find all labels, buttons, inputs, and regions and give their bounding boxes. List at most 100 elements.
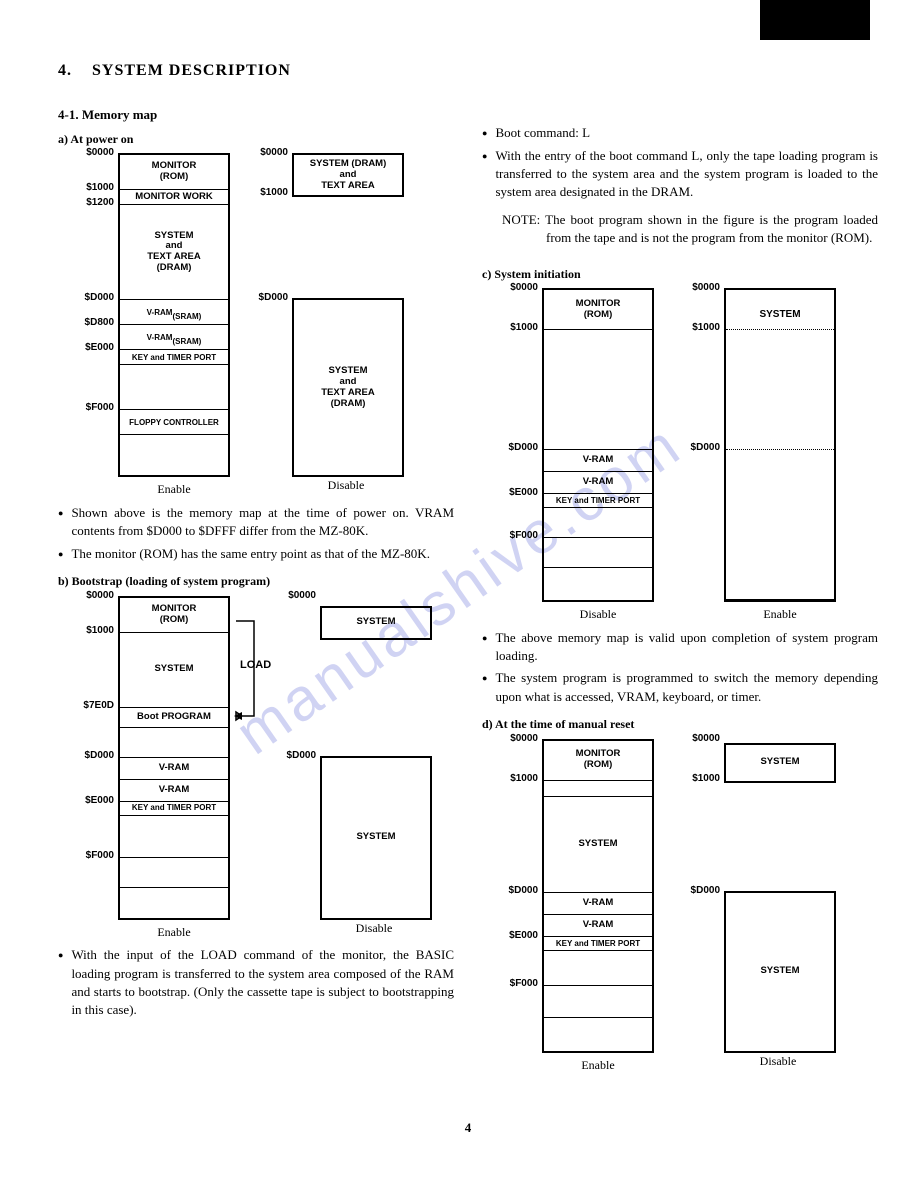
addr: $1000 (510, 772, 538, 786)
mem-block: SYSTEM (544, 797, 652, 893)
addr: $1000 (692, 321, 720, 335)
mem-block (120, 365, 228, 410)
bullet-text: The above memory map is valid upon compl… (495, 629, 878, 665)
addr: $0000 (260, 146, 288, 160)
addr: $D000 (259, 291, 288, 305)
addr: $0000 (692, 281, 720, 295)
mem-block: MONITOR(ROM) (544, 290, 652, 330)
addr: $E000 (85, 794, 114, 808)
left-column: 4-1. Memory map a) At power on $0000 $10… (58, 100, 454, 1079)
page-number: 4 (58, 1119, 878, 1137)
mem-block: V-RAM (544, 450, 652, 472)
bullet-text: Shown above is the memory map at the tim… (71, 504, 454, 540)
mem-block: SYSTEM (322, 758, 430, 918)
bullets-top-right: Boot command: L With the entry of the bo… (482, 124, 878, 201)
mem-block: SYSTEM (120, 633, 228, 708)
mem-block: KEY and TIMER PORT (544, 494, 652, 508)
addr: $1000 (86, 181, 114, 195)
addr: $1000 (510, 321, 538, 335)
addr: $E000 (85, 341, 114, 355)
addr: $D800 (85, 316, 114, 330)
caption: Disable (542, 606, 654, 623)
bullets-a: Shown above is the memory map at the tim… (58, 504, 454, 563)
addr: $0000 (86, 146, 114, 160)
mem-block: V-RAM (120, 780, 228, 802)
addr: $0000 (86, 589, 114, 603)
diagram-a: $0000 $1000 $1200 $D000 $D800 $E000 $F00… (76, 153, 454, 498)
mem-block: KEY and TIMER PORT (120, 802, 228, 816)
bullets-c: The above memory map is valid upon compl… (482, 629, 878, 706)
bullet-text: The system program is programmed to swit… (495, 669, 878, 705)
caption: Enable (542, 1057, 654, 1074)
caption: Enable (118, 481, 230, 498)
addr: $0000 (510, 281, 538, 295)
addr: $1000 (260, 186, 288, 200)
diagram-b: $0000 $1000 $7E0D $D000 $E000 $F000 MONI… (76, 596, 454, 941)
mem-block: KEY and TIMER PORT (544, 937, 652, 951)
addr: $D000 (691, 884, 720, 898)
addr: $F000 (86, 849, 114, 863)
addr: $D000 (691, 441, 720, 455)
mem-block: SYSTEM (322, 608, 430, 638)
right-column: Boot command: L With the entry of the bo… (482, 100, 878, 1079)
mem-block (544, 951, 652, 986)
bullet-text: With the entry of the boot command L, on… (495, 147, 878, 202)
diagram-d: $0000 $1000 $D000 $E000 $F000 MONITOR(RO… (500, 739, 878, 1074)
mem-block: SYSTEMandTEXT AREA(DRAM) (120, 205, 228, 300)
addr: $1200 (86, 196, 114, 210)
mem-block: KEY and TIMER PORT (120, 350, 228, 365)
mem-block (120, 728, 228, 758)
subsection-title: 4-1. Memory map (58, 106, 454, 124)
section-num: 4. (58, 62, 72, 79)
mem-block: SYSTEMandTEXT AREA(DRAM) (294, 300, 402, 475)
addr: $0000 (510, 732, 538, 746)
mem-block (544, 330, 652, 450)
addr: $E000 (509, 929, 538, 943)
addr: $1000 (86, 624, 114, 638)
caption: Enable (724, 606, 836, 623)
part-c-title: c) System initiation (482, 266, 878, 283)
caption: Enable (118, 924, 230, 941)
load-label: LOAD (240, 658, 271, 673)
mem-block: V-RAM (120, 758, 228, 780)
note-text: NOTE: The boot program shown in the figu… (502, 211, 878, 247)
mem-block: MONITOR WORK (120, 190, 228, 205)
mem-block (120, 435, 228, 475)
mem-block: MONITOR(ROM) (120, 155, 228, 190)
bullet-text: Boot command: L (495, 124, 590, 142)
mem-block (120, 858, 228, 888)
mem-block (544, 781, 652, 797)
mem-block: MONITOR(ROM) (120, 598, 228, 633)
addr: $1000 (692, 772, 720, 786)
mem-block (544, 568, 652, 600)
addr: $F000 (86, 401, 114, 415)
mem-block (120, 816, 228, 858)
mem-block: V-RAM(SRAM) (120, 300, 228, 325)
mem-block: SYSTEM (726, 308, 834, 322)
mem-block: V-RAM (544, 915, 652, 937)
bullet-text: The monitor (ROM) has the same entry poi… (71, 545, 430, 563)
mem-block (726, 330, 834, 450)
mem-block: SYSTEM (DRAM)andTEXT AREA (294, 155, 402, 195)
bullet-text: With the input of the LOAD command of th… (71, 946, 454, 1019)
mem-block (544, 1018, 652, 1051)
addr: $D000 (85, 291, 114, 305)
addr: $E000 (509, 486, 538, 500)
mem-block (544, 508, 652, 538)
addr: $F000 (510, 977, 538, 991)
addr: $D000 (509, 884, 538, 898)
mem-block (726, 450, 834, 600)
caption: Disable (724, 1053, 832, 1070)
mem-block: MONITOR(ROM) (544, 741, 652, 781)
addr: $7E0D (83, 699, 114, 713)
mem-block (544, 986, 652, 1018)
section-name: SYSTEM DESCRIPTION (92, 62, 291, 79)
diagram-c: $0000 $1000 $D000 $E000 $F000 MONITOR(RO… (500, 288, 878, 623)
mem-block: SYSTEM (726, 893, 834, 1051)
part-b-title: b) Bootstrap (loading of system program) (58, 573, 454, 590)
addr: $D000 (509, 441, 538, 455)
page-tab (760, 0, 870, 40)
mem-block: V-RAM (544, 893, 652, 915)
caption: Disable (292, 477, 400, 494)
addr: $D000 (85, 749, 114, 763)
